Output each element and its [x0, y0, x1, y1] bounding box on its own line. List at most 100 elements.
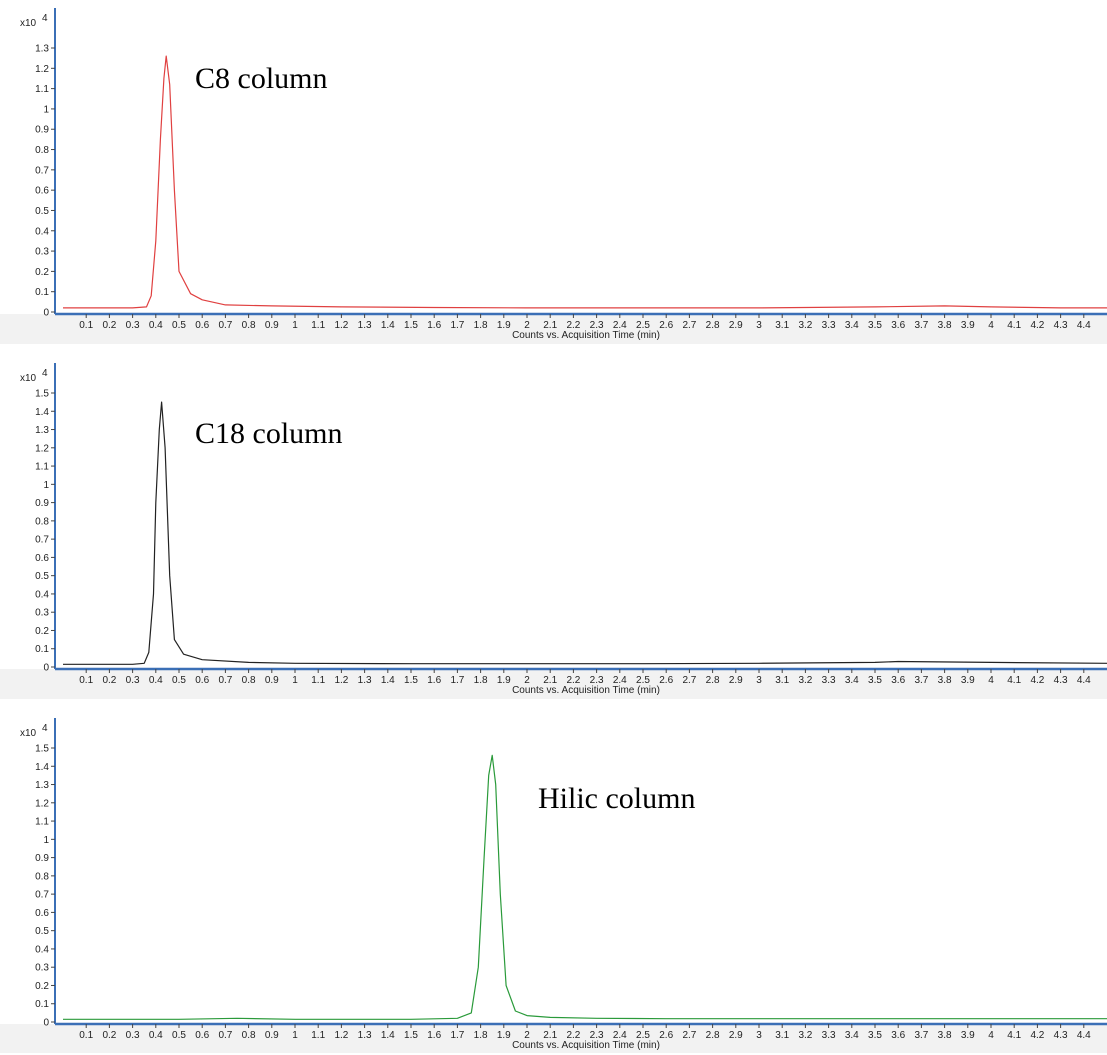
- x-tick-label: 3.9: [961, 675, 975, 686]
- y-tick-label: 1.1: [35, 462, 49, 473]
- x-tick-label: 2.2: [566, 320, 580, 331]
- x-tick-label: 3.2: [798, 675, 812, 686]
- x-tick-label: 2.3: [590, 1030, 604, 1041]
- x-tick-label: 4.3: [1054, 1030, 1068, 1041]
- x-tick-label: 3.4: [845, 1030, 859, 1041]
- x-tick-label: 2: [524, 320, 530, 331]
- x-tick-label: 3.1: [775, 675, 789, 686]
- x-tick-label: 1: [292, 320, 298, 331]
- x-tick-label: 3.4: [845, 675, 859, 686]
- x-tick-label: 4.3: [1054, 320, 1068, 331]
- x-tick-label: 2: [524, 675, 530, 686]
- x-tick-label: 4.4: [1077, 1030, 1091, 1041]
- y-tick-label: 0.9: [35, 498, 49, 509]
- x-tick-label: 4.2: [1030, 675, 1044, 686]
- y-tick-label: 0.6: [35, 186, 49, 197]
- chart-panel-hilic: x10 4 0 0.1 0.2 0.3 0.4 0.5 0.6 0.7 0.8 0.9 1 1.1 1.2 1…: [0, 710, 1107, 1055]
- x-tick-label: 3.3: [822, 675, 836, 686]
- x-tick-label: 2.7: [682, 1030, 696, 1041]
- x-tick-label: 1.8: [474, 675, 488, 686]
- x-tick-label: 2.6: [659, 1030, 673, 1041]
- x-tick-label: 0.8: [242, 320, 256, 331]
- x-tick-label: 2.9: [729, 320, 743, 331]
- x-tick-label: 2.1: [543, 320, 557, 331]
- x-tick-label: 0.4: [149, 320, 163, 331]
- x-tick-label: 0.7: [218, 320, 232, 331]
- x-tick-label: 3.1: [775, 1030, 789, 1041]
- x-tick-label: 1: [292, 1030, 298, 1041]
- x-tick-label: 0.8: [242, 675, 256, 686]
- y-tick-label: 0: [43, 663, 49, 674]
- y-tick-label: 1.2: [35, 443, 49, 454]
- x-tick-label: 1.5: [404, 320, 418, 331]
- x-tick-label: 4.2: [1030, 1030, 1044, 1041]
- chromatogram-line: [63, 754, 1107, 1020]
- y-tick-label: 1.3: [35, 44, 49, 55]
- x-tick-label: 1.8: [474, 1030, 488, 1041]
- x-tick-label: 2.8: [706, 320, 720, 331]
- y-tick-label: 1.2: [35, 64, 49, 75]
- x-tick-label: 1.2: [334, 1030, 348, 1041]
- y-tick-label: 0.2: [35, 626, 49, 637]
- y-multiplier-exponent: 4: [42, 13, 48, 24]
- y-multiplier-exponent: 4: [42, 368, 48, 379]
- y-tick-label: 0.9: [35, 125, 49, 136]
- y-tick-label: 0.7: [35, 165, 49, 176]
- y-tick-label: 0.5: [35, 206, 49, 217]
- x-tick-label: 2.5: [636, 1030, 650, 1041]
- x-tick-label: 3.8: [938, 1030, 952, 1041]
- x-tick-label: 2.2: [566, 1030, 580, 1041]
- x-tick-label: 0.2: [102, 320, 116, 331]
- y-tick-label: 1.1: [35, 84, 49, 95]
- x-tick-label: 1.6: [427, 1030, 441, 1041]
- chromatogram-line: [63, 55, 1107, 309]
- x-tick-label: 0.8: [242, 1030, 256, 1041]
- x-tick-label: 0.6: [195, 320, 209, 331]
- x-tick-label: 1.6: [427, 320, 441, 331]
- x-tick-label: 2.7: [682, 320, 696, 331]
- x-tick-label: 2.3: [590, 675, 604, 686]
- y-tick-label: 0.2: [35, 981, 49, 992]
- x-tick-label: 4: [988, 320, 994, 331]
- chromatogram-line: [63, 401, 1107, 665]
- column-annotation: C8 column: [195, 62, 328, 95]
- x-tick-label: 0.9: [265, 1030, 279, 1041]
- y-tick-label: 1.1: [35, 817, 49, 828]
- x-tick-label: 0.4: [149, 1030, 163, 1041]
- chart-panel-c18: x10 4 0 0.1 0.2 0.3 0.4 0.5 0.6 0.7 0.8 0.9 1 1.1 1.2 1…: [0, 355, 1107, 700]
- y-tick-label: 0.8: [35, 516, 49, 527]
- y-tick-label: 1: [43, 480, 49, 491]
- x-tick-label: 3: [756, 320, 762, 331]
- y-multiplier-label: x10: [20, 18, 37, 29]
- x-tick-label: 2.1: [543, 1030, 557, 1041]
- y-tick-label: 0.6: [35, 553, 49, 564]
- y-tick-label: 1: [43, 104, 49, 115]
- y-tick-label: 0.4: [35, 226, 49, 237]
- x-tick-label: 1.5: [404, 675, 418, 686]
- x-axis-label: Counts vs. Acquisition Time (min): [512, 330, 660, 341]
- x-tick-label: 0.3: [126, 1030, 140, 1041]
- y-tick-label: 0.1: [35, 644, 49, 655]
- x-tick-label: 3.2: [798, 320, 812, 331]
- x-tick-label: 3.3: [822, 1030, 836, 1041]
- x-tick-label: 3.7: [914, 1030, 928, 1041]
- chart-svg-hilic: x10 4 0 0.1 0.2 0.3 0.4 0.5 0.6 0.7 0.8 0.9 1 1.1 1.2 1…: [0, 718, 1107, 1053]
- x-tick-label: 3.1: [775, 320, 789, 331]
- y-tick-label: 0.6: [35, 908, 49, 919]
- x-tick-label: 1.3: [358, 1030, 372, 1041]
- x-axis-label: Counts vs. Acquisition Time (min): [512, 685, 660, 696]
- y-tick-label: 0.8: [35, 145, 49, 156]
- x-tick-label: 0.5: [172, 320, 186, 331]
- x-tick-label: 2.2: [566, 675, 580, 686]
- y-tick-label: 1.3: [35, 780, 49, 791]
- x-tick-label: 4.1: [1007, 1030, 1021, 1041]
- x-tick-label: 0.5: [172, 1030, 186, 1041]
- x-tick-label: 3.3: [822, 320, 836, 331]
- y-tick-label: 0.9: [35, 853, 49, 864]
- x-tick-label: 2.5: [636, 675, 650, 686]
- x-tick-label: 1.1: [311, 320, 325, 331]
- y-tick-label: 0.4: [35, 944, 49, 955]
- x-tick-label: 1.1: [311, 1030, 325, 1041]
- x-tick-label: 2.5: [636, 320, 650, 331]
- x-tick-label: 2: [524, 1030, 530, 1041]
